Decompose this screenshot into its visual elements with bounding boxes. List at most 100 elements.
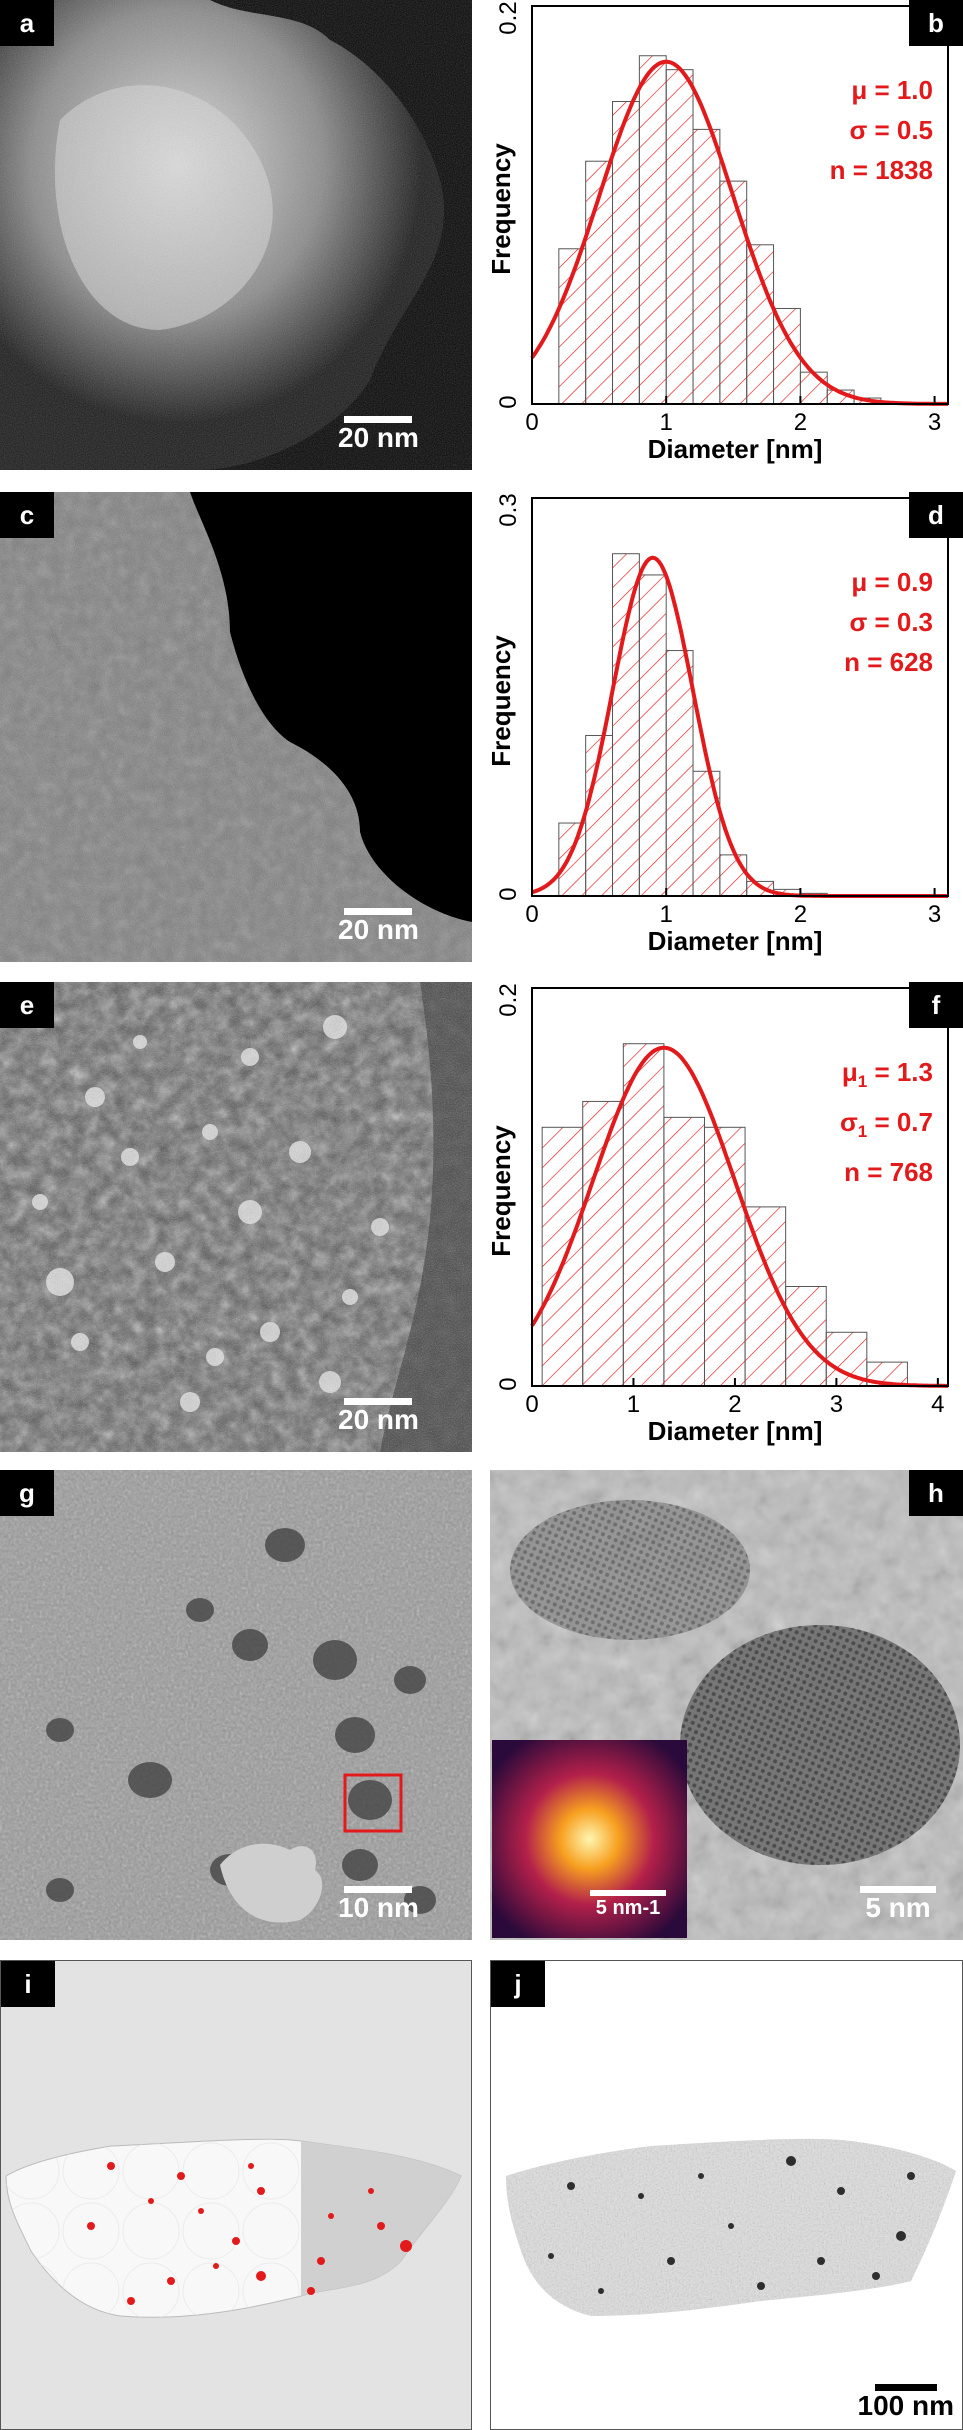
stat-n: n = 628 [844, 647, 933, 677]
panel-letter-b: b [909, 0, 963, 46]
panel-g-tem-image: g 10 nm [0, 1470, 472, 1940]
histogram-bar [612, 553, 640, 897]
stat-mu-subscript: 1 [857, 1072, 868, 1092]
stat-sigma: σ = 0.5 [849, 115, 933, 145]
scale-bar-h: 5 nm [860, 1886, 936, 1923]
panel-c-haadf-image: c 20 nm [0, 492, 472, 962]
scale-bar-a: 20 nm [338, 416, 419, 453]
stat-sigma-subscript: 1 [857, 1122, 868, 1142]
y-axis-label: Frequency [490, 635, 516, 767]
scale-bar-line [874, 2384, 937, 2391]
x-tick-label: 3 [928, 409, 941, 436]
x-axis-label: Diameter [nm] [648, 926, 823, 956]
panel-letter-d: d [909, 492, 963, 538]
panel-i-3d-rendering: i [0, 1960, 472, 2430]
scale-bar-line [590, 1890, 666, 1896]
stat-n: n = 1838 [829, 155, 933, 185]
stat-sigma: σ1 = 0.7 [840, 1102, 933, 1152]
x-tick-label: 4 [931, 1391, 944, 1418]
stat-mu-symbol: μ [841, 1057, 858, 1087]
scale-bar-label: 20 nm [338, 422, 419, 453]
scale-bar-line [344, 1398, 413, 1405]
scale-bar-e: 20 nm [338, 1398, 419, 1435]
panel-a-haadf-image: a 20 nm [0, 0, 472, 470]
x-tick-label: 3 [928, 901, 941, 928]
stats-d: μ = 0.9 σ = 0.3 n = 628 [844, 562, 933, 682]
histogram-bar [582, 1100, 624, 1387]
stat-sigma: σ = 0.3 [849, 607, 933, 637]
histogram-bar [612, 101, 640, 405]
panel-letter-c: c [0, 492, 54, 538]
histogram-bar [665, 69, 694, 405]
panel-h-hrtem-image: h 5 nm 5 nm-1 [490, 1470, 963, 1940]
y-axis-label: Frequency [490, 1125, 516, 1257]
scale-bar-label: 20 nm [338, 1404, 419, 1435]
x-tick-label: 1 [660, 409, 673, 436]
x-tick-label: 0 [525, 1391, 538, 1418]
scale-bar-label: 100 nm [857, 2390, 955, 2421]
panel-j-tomogram-image: j 100 nm [490, 1960, 963, 2430]
scale-bar-c: 20 nm [338, 908, 419, 945]
scale-bar-g: 10 nm [338, 1886, 419, 1923]
scale-bar-line [344, 908, 413, 915]
x-tick-label: 0 [525, 409, 538, 436]
histogram-bar [719, 854, 748, 897]
scale-bar-label: 5 nm-1 [595, 1897, 661, 1919]
panel-e-haadf-image: e 20 nm [0, 982, 472, 1452]
x-tick-label: 2 [794, 901, 807, 928]
histogram-bar [746, 244, 775, 405]
histogram-bar [541, 1126, 584, 1387]
axes-frame [531, 497, 949, 897]
y-tick-label: 0.3 [495, 493, 522, 526]
stats-f: μ1 = 1.3 σ1 = 0.7 n = 768 [840, 1052, 933, 1192]
y-axis-label: Frequency [490, 143, 516, 275]
x-tick-label: 2 [728, 1391, 741, 1418]
stat-mu: μ = 1.0 [851, 75, 933, 105]
stat-mu: μ1 = 1.3 [840, 1052, 933, 1102]
scale-bar-background [822, 2359, 962, 2429]
panel-letter-g: g [0, 1470, 54, 1516]
histogram-b: 0 1 2 3 0 0.2 Diameter [nm] Frequency [490, 1, 949, 464]
x-tick-label: 2 [794, 409, 807, 436]
y-tick-label: 0 [495, 1377, 522, 1390]
panel-b-histogram: 0 1 2 3 0 0.2 Diameter [nm] Frequency b μ = 1.0… [490, 0, 963, 470]
panel-letter-f: f [909, 982, 963, 1028]
scale-bar-label: 10 nm [338, 1892, 419, 1923]
x-tick-label: 0 [525, 901, 538, 928]
gaussian-fit-line [530, 1045, 948, 1388]
stat-mu-value: = 1.3 [867, 1057, 933, 1087]
panel-f-histogram: 0 1 2 3 4 0 0.2 Diameter [nm] Frequency f μ1 = 1… [490, 982, 963, 1452]
scale-bar-j: 100 nm [857, 2384, 955, 2421]
y-tick-label: 0 [495, 887, 522, 900]
histogram-bar [799, 371, 828, 405]
stat-n: n = 768 [844, 1157, 933, 1188]
histogram-bar [558, 822, 587, 897]
panel-letter-i: i [1, 1961, 55, 2007]
histogram-bar [719, 180, 748, 405]
stat-mu: μ = 0.9 [851, 567, 933, 597]
stat-sigma-symbol: σ [839, 1107, 858, 1138]
x-axis-label: Diameter [nm] [648, 1416, 823, 1446]
stats-b: μ = 1.0 σ = 0.5 n = 1838 [830, 70, 933, 190]
histogram-bar [665, 650, 694, 897]
y-tick-label: 0.2 [495, 983, 522, 1016]
panel-letter-e: e [0, 982, 54, 1028]
fft-inset [492, 1740, 687, 1938]
histogram-bar [622, 1043, 665, 1387]
stat-sigma-value: = 0.7 [867, 1107, 933, 1138]
histogram-bar [638, 574, 667, 897]
y-tick-label: 0 [495, 395, 522, 408]
histogram-bar [773, 307, 801, 405]
x-axis-label: Diameter [nm] [648, 434, 823, 464]
x-tick-label: 3 [830, 1391, 843, 1418]
x-tick-label: 1 [627, 1391, 640, 1418]
panel-letter-j: j [491, 1961, 545, 2007]
histogram-bar [703, 1126, 746, 1387]
axes-frame [531, 5, 949, 405]
histogram-bar [663, 1116, 705, 1387]
axes-frame [531, 987, 949, 1387]
histogram-bar [692, 128, 721, 405]
histogram-bar [638, 55, 667, 405]
scale-bar-label: 20 nm [338, 914, 419, 945]
scale-bar-line [860, 1886, 936, 1893]
